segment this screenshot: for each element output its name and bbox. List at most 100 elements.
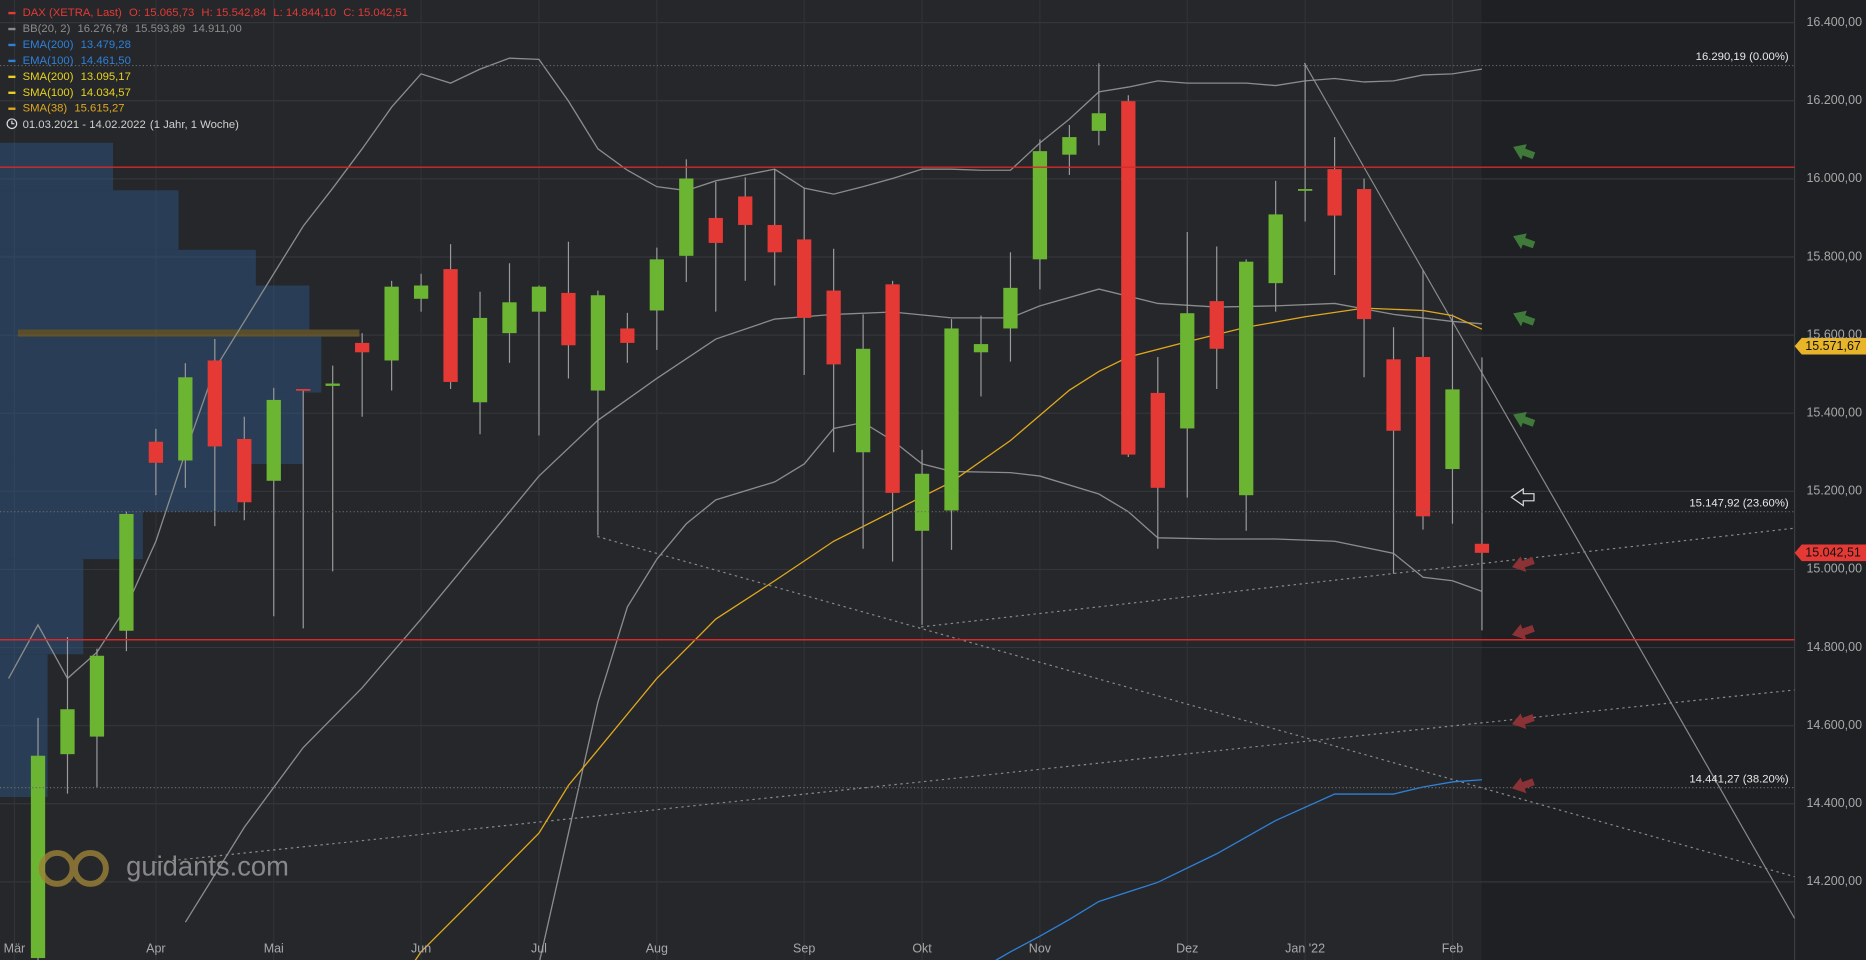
candle-body [502, 302, 517, 334]
candle-body [355, 342, 370, 353]
candle-body [855, 348, 871, 453]
band-line [539, 421, 1483, 960]
period: 01.03.2021 - 14.02.2022 [23, 119, 146, 131]
candle-body [679, 178, 694, 256]
trendline [597, 535, 1795, 878]
overlay: 16.290,19 (0.00%) 15.147,92 (23.60%) 14.44… [0, 51, 1866, 789]
legend-name: SMA(38) [23, 103, 68, 115]
candle-body [60, 709, 75, 755]
candle-body [1150, 392, 1165, 488]
legend-name: BB(20, 2) [23, 23, 71, 35]
legend-value: H: 15.542,84 [201, 7, 266, 19]
vp-bar [0, 463, 239, 512]
fib-label: 16.290,19 (0.00%) [1696, 51, 1789, 63]
candle-body [1386, 359, 1401, 431]
candle-body [1474, 543, 1490, 553]
candle-body [708, 217, 723, 243]
candle-body [89, 655, 105, 737]
candle-body [1415, 356, 1431, 517]
legend-value: 16.276,78 [77, 23, 127, 35]
candles [30, 63, 1490, 960]
legend-name: SMA(100) [23, 87, 74, 99]
x-tick-label: Mär [4, 942, 26, 956]
candle-body [384, 286, 399, 361]
indicator-line [995, 779, 1483, 960]
arrow-up [1513, 144, 1536, 160]
x-tick-label: Mai [264, 942, 284, 956]
candle-body [1121, 101, 1136, 455]
logo-ring [71, 849, 109, 887]
candle-body [30, 755, 46, 959]
candle-body [266, 399, 281, 481]
price-badge-label: 15.571,67 [1805, 339, 1861, 353]
candle-body [1297, 189, 1313, 191]
legend-name: SMA(200) [23, 71, 74, 83]
legend-name: DAX (XETRA, Last) [23, 7, 122, 19]
clock-icon [6, 118, 18, 130]
fib-label: 15.147,92 (23.60%) [1689, 497, 1788, 509]
x-tick-label: Aug [646, 942, 668, 956]
arrow-up [1513, 411, 1536, 428]
candle-body [178, 377, 193, 461]
legend-name: EMA(200) [23, 39, 74, 51]
y-tick-label: 15.600,00 [1806, 327, 1862, 341]
candle-body [472, 317, 488, 403]
candle-body [1327, 169, 1342, 216]
candle-body [207, 360, 222, 447]
vp-bar [0, 285, 310, 334]
candle-body [797, 239, 812, 318]
candle-body [973, 344, 989, 353]
trendline [1303, 62, 1796, 919]
band-line [184, 288, 1483, 923]
candle-body [1003, 287, 1018, 329]
candle-body [1445, 389, 1460, 470]
candle-body [944, 328, 959, 511]
trendline [921, 527, 1795, 628]
candle-body [561, 292, 576, 346]
candle-body [620, 328, 635, 343]
x-tick-label: Okt [912, 942, 932, 956]
watermark-logo [38, 849, 109, 887]
candle-body [767, 224, 782, 253]
candle-body [1032, 151, 1048, 260]
vp-bar [0, 511, 143, 560]
legend-value: C: 15.042,51 [343, 7, 408, 19]
legend-value: 15.593,89 [135, 23, 185, 35]
candle-body [531, 286, 547, 312]
y-tick-label: 14.800,00 [1806, 640, 1862, 654]
x-tick-label: Sep [793, 942, 815, 956]
candle-body [148, 441, 164, 463]
y-tick-label: 15.000,00 [1806, 562, 1862, 576]
y-tick-label: 15.200,00 [1806, 484, 1862, 498]
period-note: (1 Jahr, 1 Woche) [150, 119, 239, 131]
candle-body [1239, 261, 1254, 496]
vp-bar [0, 333, 322, 393]
candle-body [413, 285, 429, 299]
arrow-down [1511, 713, 1535, 730]
y-tick-label: 14.400,00 [1806, 796, 1862, 810]
y-tick-label: 14.600,00 [1806, 718, 1862, 732]
y-tick-label: 16.400,00 [1806, 15, 1862, 29]
indicator-lines [7, 57, 1483, 960]
candle-body [1356, 189, 1372, 320]
arrow-up [1513, 310, 1536, 327]
legend-value: 13.479,28 [81, 39, 131, 51]
legend-name: EMA(100) [23, 55, 74, 67]
price-badge [1794, 544, 1866, 562]
legend-value: 13.095,17 [81, 71, 131, 83]
band-line [7, 57, 1483, 680]
candle-body [237, 438, 252, 503]
candle-body [1062, 137, 1077, 155]
volume-profile [0, 142, 360, 798]
candle-body [649, 259, 664, 311]
legend-value: 14.461,50 [81, 55, 131, 67]
candle-body [885, 284, 900, 493]
candle-body [443, 269, 458, 382]
trendlines [154, 62, 1796, 919]
arrow-up [1513, 233, 1536, 250]
price-badge [1794, 337, 1866, 355]
x-tick-label: Jun [411, 942, 431, 956]
candle-body [1180, 313, 1195, 429]
legend-value: 14.911,00 [192, 23, 241, 35]
legend: DAX (XETRA, Last) O: 15.065,73 H: 15.542,8… [8, 7, 408, 115]
